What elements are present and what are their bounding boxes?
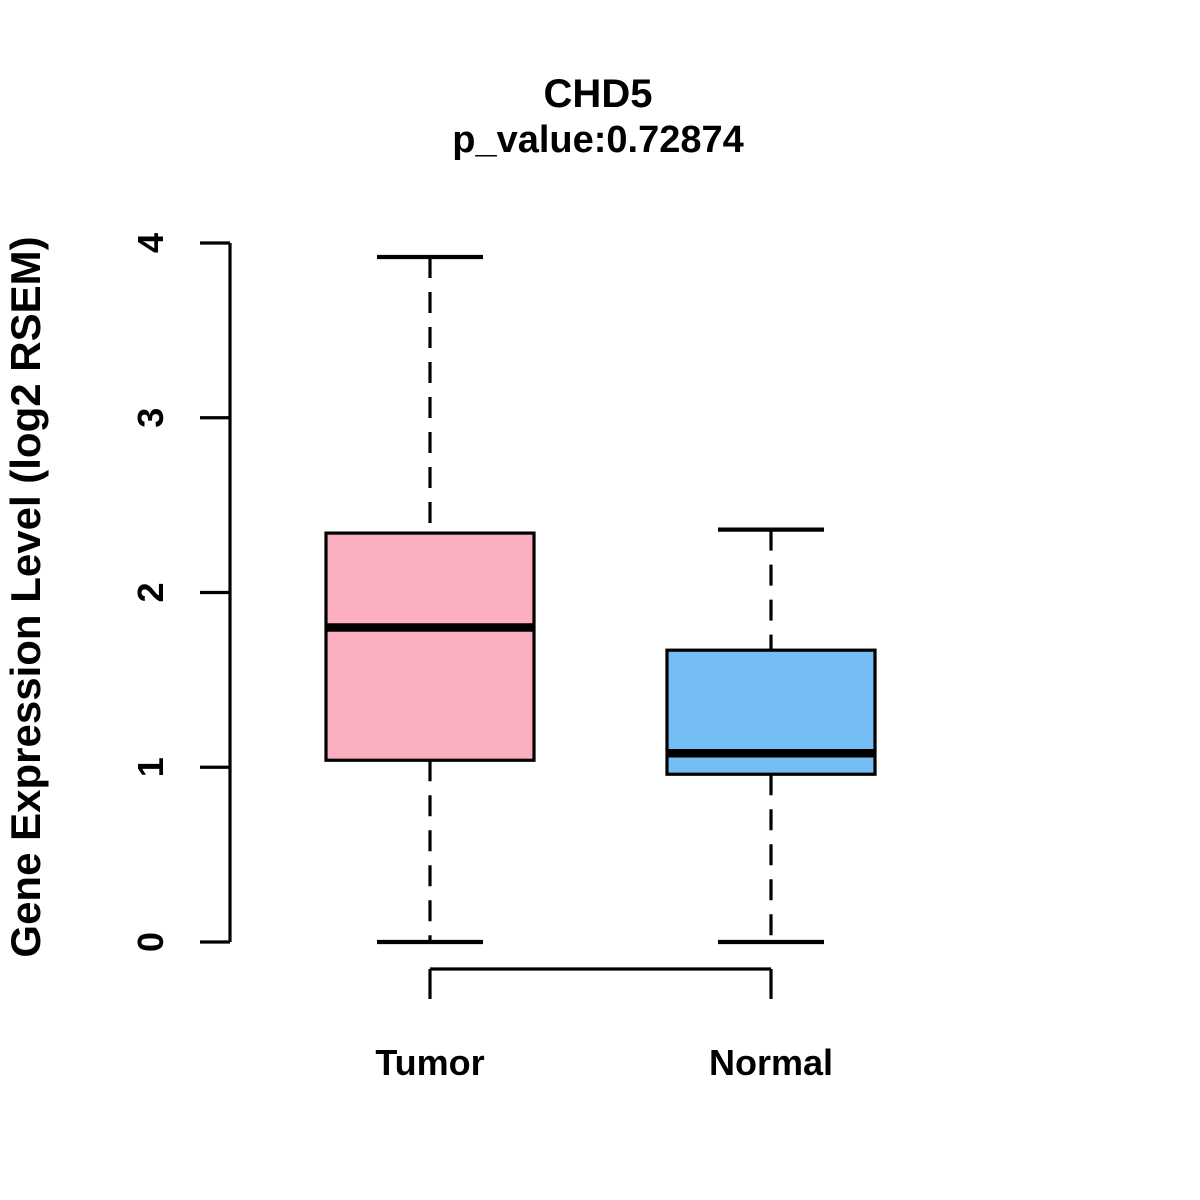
category-label-tumor: Tumor [375,1042,484,1083]
y-axis-title: Gene Expression Level (log2 RSEM) [2,236,49,957]
y-tick-label: 2 [130,582,171,602]
y-tick-label: 3 [130,408,171,428]
chart-title: CHD5 [544,72,653,116]
box-tumor [324,531,536,762]
category-label-normal: Normal [709,1042,833,1083]
y-tick-label: 1 [130,757,171,777]
y-tick-label: 0 [130,932,171,952]
chart-subtitle-pvalue: p_value:0.72874 [452,119,744,161]
plot-layer: 0 1 2 3 4 Tumor Normal [130,233,877,1083]
y-tick-label: 4 [130,233,171,253]
